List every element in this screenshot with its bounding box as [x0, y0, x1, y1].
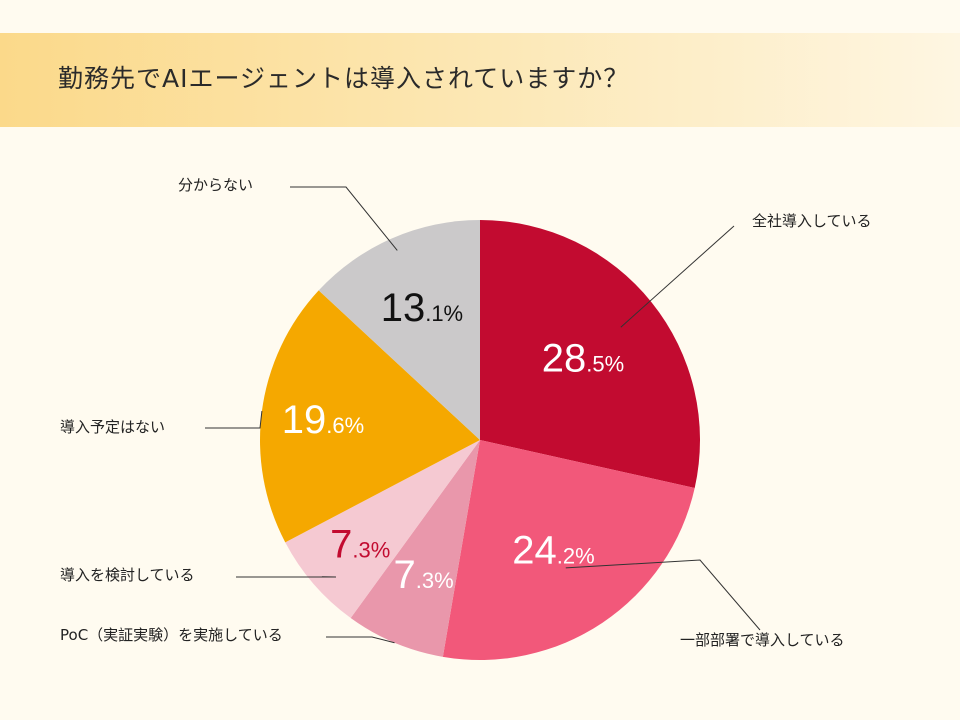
- slice-value-label: 7.3%: [330, 523, 390, 567]
- pie-slice: [350, 440, 480, 657]
- slice-label: 分からない: [178, 176, 253, 194]
- title-bar: 勤務先でAIエージェントは導入されていますか？: [0, 33, 960, 127]
- slice-value-label: 19.6%: [282, 398, 364, 442]
- pie-slice: [318, 219, 480, 440]
- callout-line: [565, 559, 761, 631]
- callout-line: [290, 186, 398, 251]
- chart-title: 勤務先でAIエージェントは導入されていますか？: [58, 64, 630, 93]
- slice-label: 導入を検討している: [60, 566, 195, 584]
- pie-slice: [285, 440, 480, 618]
- callout-line: [205, 410, 263, 429]
- pie-slice: [442, 440, 695, 660]
- slice-label: 全社導入している: [752, 212, 872, 230]
- callout-line: [326, 636, 395, 644]
- pie-slice: [260, 290, 480, 543]
- slice-value-label: 28.5%: [542, 336, 624, 380]
- slice-value-label: 24.2%: [512, 529, 594, 573]
- callout-line: [620, 225, 735, 328]
- slice-value-label: 13.1%: [381, 286, 463, 330]
- slice-label: 導入予定はない: [60, 418, 165, 436]
- pie-slice: [480, 220, 700, 488]
- slice-label: 一部部署で導入している: [680, 631, 845, 649]
- slice-value-label: 7.3%: [394, 553, 454, 597]
- slice-label: PoC（実証実験）を実施している: [60, 626, 283, 644]
